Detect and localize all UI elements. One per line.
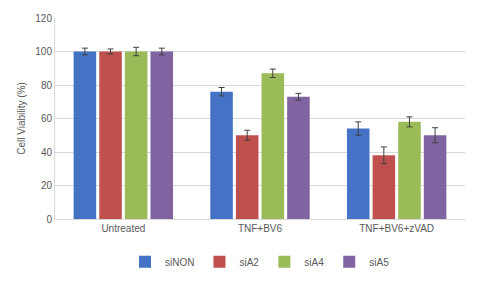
svg-text:0: 0 (46, 214, 52, 225)
svg-text:TNF+BV6+zVAD: TNF+BV6+zVAD (359, 223, 434, 234)
svg-text:siA5: siA5 (369, 257, 389, 268)
svg-text:20: 20 (41, 180, 53, 191)
svg-text:Untreated: Untreated (101, 223, 145, 234)
svg-text:Cell Viability (%): Cell Viability (%) (16, 82, 27, 155)
svg-text:80: 80 (41, 80, 53, 91)
svg-text:100: 100 (35, 46, 52, 57)
svg-text:siA4: siA4 (304, 257, 324, 268)
svg-text:60: 60 (41, 113, 53, 124)
svg-text:40: 40 (41, 147, 53, 158)
svg-text:TNF+BV6: TNF+BV6 (238, 223, 283, 234)
svg-text:siA2: siA2 (239, 257, 259, 268)
svg-text:120: 120 (35, 13, 52, 24)
svg-text:siNON: siNON (165, 257, 194, 268)
